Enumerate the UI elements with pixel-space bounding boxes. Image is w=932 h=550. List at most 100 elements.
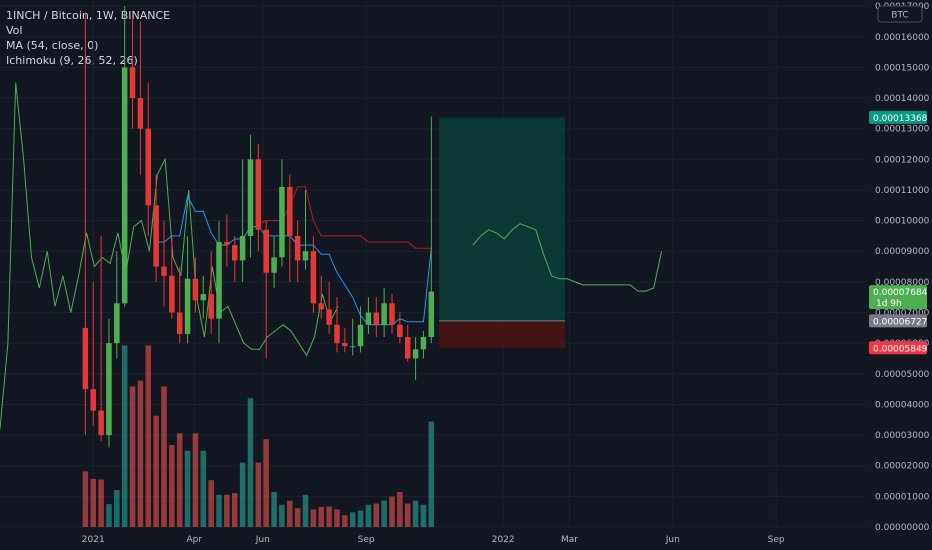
volume-bar	[397, 491, 403, 527]
volume-bar	[334, 509, 340, 527]
candle-body	[310, 251, 317, 304]
candle-body	[255, 159, 262, 230]
candle-body	[208, 294, 214, 319]
time-tick-label: Apr	[187, 535, 203, 545]
time-tick-label: Jun	[665, 535, 680, 545]
candle-body	[302, 251, 309, 261]
price-tick-label: 0.00015000	[875, 63, 930, 73]
ichimoku-lines	[0, 82, 663, 430]
volume-bar	[239, 462, 246, 527]
volume-bar	[192, 433, 199, 527]
price-axis[interactable]: 0.000170000.000160000.000150000.00014000…	[866, 0, 932, 550]
volume-bar	[98, 479, 104, 527]
time-tick-label: Sep	[768, 535, 785, 545]
volume-bar	[357, 510, 364, 527]
candle-body	[169, 275, 175, 313]
candle-body	[404, 337, 411, 359]
volume-bar	[318, 507, 324, 527]
price-tick-label: 0.00009000	[875, 247, 930, 257]
candle-body	[381, 303, 387, 325]
legend-ichimoku[interactable]: Ichimoku (9, 26, 52, 26)	[6, 54, 138, 67]
legend-ma[interactable]: MA (54, close, 0)	[6, 39, 99, 52]
price-badge-label: 0.00013368	[873, 114, 928, 124]
price-tick-label: 0.00012000	[875, 155, 930, 165]
volume-bar	[349, 512, 356, 527]
price-tick-label: 0.00011000	[875, 186, 930, 196]
loss-zone	[439, 320, 565, 348]
candle-body	[216, 242, 222, 319]
price-badge-countdown: 1d 9h	[876, 299, 902, 309]
volume-bar	[114, 490, 120, 527]
candle-body	[420, 337, 427, 350]
candle-body	[224, 242, 230, 246]
legend-title: 1INCH / Bitcoin, 1W, BINANCE	[6, 9, 171, 22]
price-tick-label: 0.00003000	[875, 431, 930, 441]
time-tick-label: Mar	[561, 535, 578, 545]
volume-bar	[208, 480, 214, 527]
volume-bar	[365, 504, 372, 527]
candle-body	[357, 324, 364, 347]
volume-bar	[137, 380, 144, 527]
candle-body	[145, 128, 152, 206]
candle-body	[161, 266, 167, 276]
candle-body	[349, 346, 356, 348]
candle-body	[373, 312, 380, 325]
candle-body	[397, 324, 403, 338]
volume-bar	[310, 509, 317, 527]
time-axis[interactable]: 2021 Apr Jun Sep 2022 Mar Jun Sep	[0, 528, 866, 550]
time-tick-label: Jun	[255, 535, 270, 545]
volume-bar	[153, 415, 159, 527]
volume-bar	[373, 503, 380, 527]
volume-bar	[326, 506, 332, 527]
volume-bar	[389, 496, 395, 527]
price-axis-background	[866, 0, 932, 550]
conversion-line	[156, 194, 432, 326]
currency-box: BTC	[877, 5, 923, 23]
volume-bar	[200, 450, 207, 527]
volume-bar	[176, 433, 183, 527]
candle-body	[192, 278, 199, 301]
candle-body	[121, 67, 128, 304]
price-tick-label: 0.00013000	[875, 125, 930, 135]
candle-body	[334, 324, 340, 344]
volume-bar	[255, 462, 262, 527]
price-tick-label: 0.00000000	[875, 523, 930, 533]
candles	[82, 6, 435, 448]
candle-body	[279, 186, 285, 258]
volume-bar	[161, 386, 167, 527]
price-tick-label: 0.00002000	[875, 462, 930, 472]
price-tick-label: 0.00007000	[875, 309, 930, 319]
volume-bar	[420, 504, 427, 527]
volume-bar	[342, 515, 348, 527]
candle-body	[176, 312, 183, 334]
volume-bar	[428, 421, 435, 527]
legend-vol[interactable]: Vol	[6, 24, 23, 37]
volume-bar	[184, 450, 191, 527]
volume-bar	[169, 445, 175, 527]
candle-body	[239, 235, 246, 261]
time-tick-label: 2022	[492, 535, 515, 545]
candle-body	[318, 303, 324, 310]
candle-body	[232, 245, 238, 261]
leading-span-line	[472, 223, 663, 292]
volume-bar	[90, 478, 96, 527]
candle-body	[365, 312, 372, 325]
candle-body	[294, 235, 301, 261]
volume-bar	[121, 345, 128, 527]
long-position-tool[interactable]	[439, 117, 565, 348]
price-badge	[869, 314, 927, 328]
price-tick-label: 0.00004000	[875, 400, 930, 410]
price-tick-label: 0.00016000	[875, 33, 930, 43]
price-tick-label: 0.00014000	[875, 94, 930, 104]
volume-bar	[263, 439, 269, 527]
candle-body	[287, 186, 293, 236]
candle-body	[263, 229, 269, 273]
volume-bar	[224, 494, 230, 527]
time-tick-label: Sep	[358, 535, 375, 545]
volume-bar	[279, 504, 285, 527]
volume-bar	[216, 494, 222, 527]
currency-label: BTC	[891, 11, 908, 21]
volume-bar	[129, 386, 136, 527]
